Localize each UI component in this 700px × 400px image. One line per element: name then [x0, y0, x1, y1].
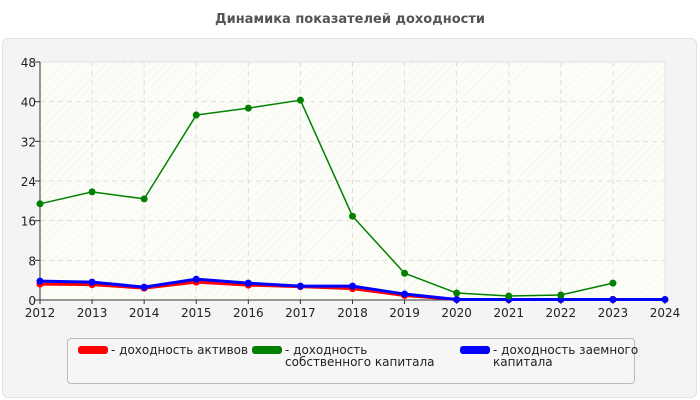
- x-tick-label: 2015: [181, 306, 212, 320]
- x-tick-label: 2022: [546, 306, 577, 320]
- x-tick-label: 2021: [493, 306, 524, 320]
- x-tick-label: 2018: [337, 306, 368, 320]
- data-point: [557, 291, 565, 299]
- data-point: [609, 279, 617, 287]
- data-point: [192, 111, 200, 119]
- y-tick-label: 16: [21, 215, 36, 229]
- data-point: [36, 200, 44, 208]
- data-point: [609, 296, 617, 304]
- data-point: [349, 212, 356, 220]
- x-tick-label: 2023: [598, 306, 629, 320]
- line-chart: 0 8 16 24 32 40 48 2012 2013 2014 2015 2016 2017 2018…: [21, 56, 681, 320]
- legend-swatch: [460, 346, 490, 354]
- legend-label: - доходность собственного капитала: [285, 343, 435, 369]
- chart-title: Динамика показателей доходности: [215, 12, 485, 27]
- legend-label: - доходность активов: [111, 343, 249, 357]
- legend-swatch: [252, 346, 282, 354]
- x-tick-label: 2013: [77, 306, 108, 320]
- data-point: [140, 195, 148, 203]
- series-line: [39, 99, 614, 297]
- data-point: [453, 289, 461, 297]
- data-point: [453, 296, 461, 304]
- data-point: [88, 188, 96, 196]
- legend-item: - доходность собственного капитала: [252, 344, 455, 368]
- legend-label: - доходность заемного капитала: [493, 343, 639, 369]
- data-point: [244, 104, 252, 112]
- x-tick-label: 2024: [650, 306, 681, 320]
- data-point: [244, 279, 252, 287]
- legend-item: - доходность активов: [78, 344, 261, 356]
- data-point: [192, 275, 200, 283]
- data-point: [140, 283, 148, 291]
- y-tick-label: 8: [28, 254, 36, 268]
- data-point: [36, 277, 44, 285]
- y-tick-label: 40: [21, 96, 36, 110]
- legend-swatch: [78, 346, 108, 354]
- x-tick-label: 2020: [441, 306, 472, 320]
- y-tick-label: 32: [21, 135, 36, 149]
- data-point: [296, 96, 304, 104]
- legend: - доходность активов - доходность собств…: [67, 338, 638, 384]
- data-point: [401, 269, 409, 277]
- data-point: [349, 282, 356, 290]
- x-tick-label: 2016: [233, 306, 264, 320]
- x-tick-label: 2014: [129, 306, 160, 320]
- legend-item: - доходность заемного капитала: [460, 344, 643, 368]
- y-tick-label: 24: [21, 175, 36, 189]
- data-point: [88, 278, 96, 286]
- x-tick-label: 2017: [285, 306, 316, 320]
- data-point: [505, 292, 513, 300]
- y-tick-label: 0: [28, 294, 36, 308]
- y-tick-label: 48: [21, 56, 36, 70]
- x-tick-label: 2012: [25, 306, 56, 320]
- data-point: [661, 296, 669, 304]
- data-point: [296, 282, 304, 290]
- data-point: [401, 290, 409, 298]
- x-tick-label: 2019: [389, 306, 420, 320]
